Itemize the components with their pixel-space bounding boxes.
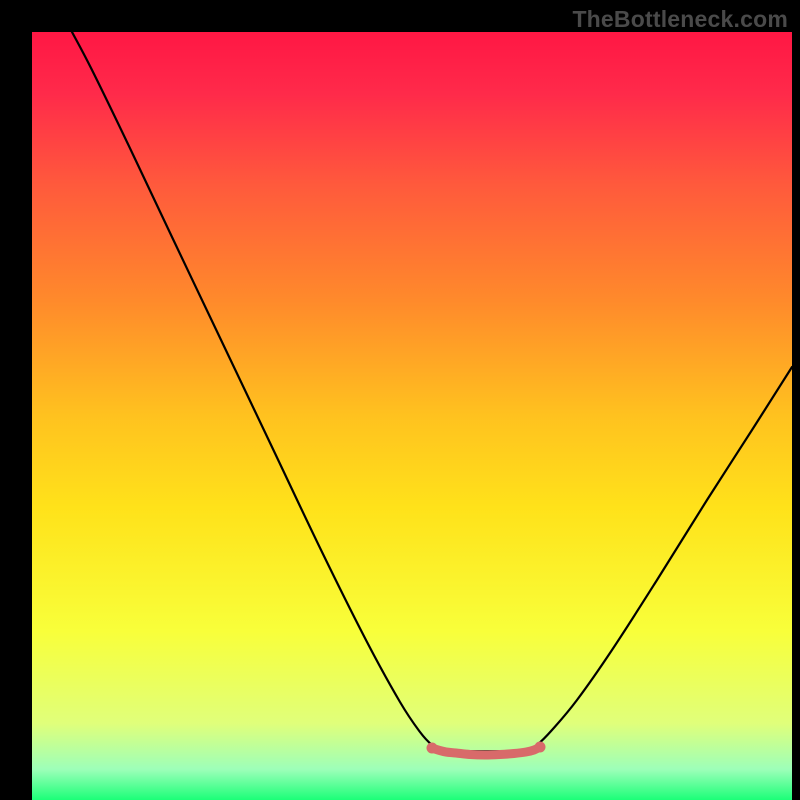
bottleneck-curve	[72, 32, 792, 751]
curve-layer	[32, 32, 792, 800]
marker-endpoint	[535, 742, 546, 753]
plot-area	[32, 32, 792, 800]
chart-frame: TheBottleneck.com	[0, 0, 800, 800]
watermark-text: TheBottleneck.com	[572, 6, 788, 33]
optimal-range-marker	[432, 747, 540, 755]
marker-endpoint	[427, 743, 438, 754]
